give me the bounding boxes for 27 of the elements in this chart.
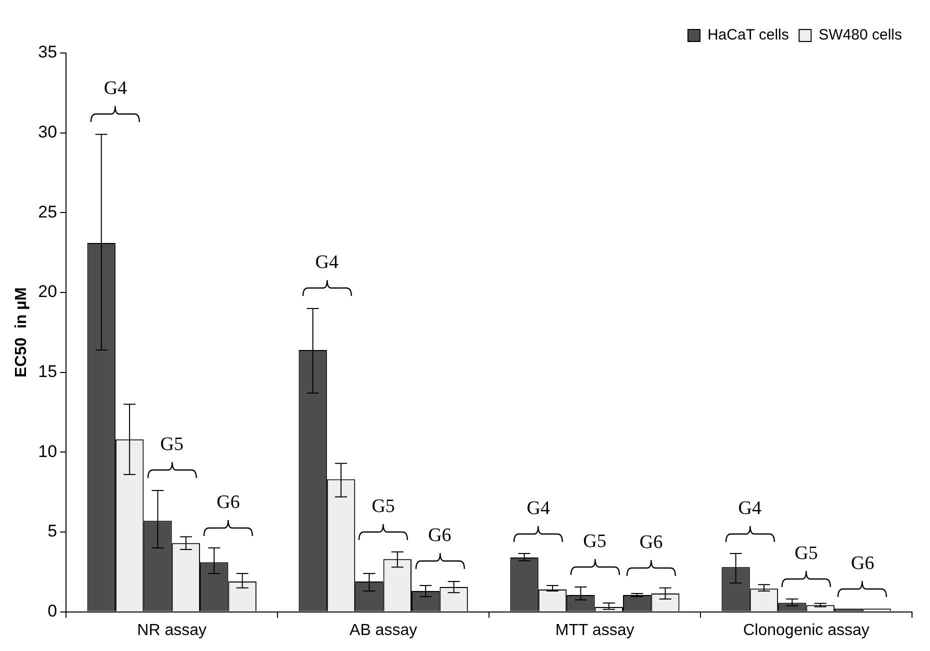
- x-tick-label: MTT assay: [555, 622, 634, 639]
- y-tick-label: 0: [48, 601, 58, 620]
- annotation: G6: [850, 552, 876, 575]
- y-tick-label: 5: [48, 522, 58, 541]
- annotation: G5: [794, 543, 819, 566]
- y-tick-label: 25: [38, 202, 58, 222]
- annotation: G4: [314, 252, 340, 274]
- annotation: G4: [737, 498, 762, 520]
- annotation: G5: [159, 434, 184, 456]
- y-tick-label: 10: [38, 442, 58, 461]
- x-tick-label: Clonogenic assay: [743, 622, 870, 639]
- legend-label: HaCaT cells: [707, 26, 789, 44]
- annotation: G6: [427, 525, 452, 548]
- y-tick-label: 30: [38, 122, 58, 142]
- x-tick-label: NR assay: [137, 622, 207, 639]
- y-tick-label: 20: [38, 282, 58, 302]
- annotation: G5: [370, 496, 396, 518]
- y-tick-label: 35: [38, 42, 58, 62]
- y-tick-label: 15: [38, 362, 58, 381]
- annotation: G6: [638, 532, 664, 554]
- annotation: G6: [216, 492, 241, 514]
- legend-label: SW480 cells: [818, 26, 902, 44]
- annotation: G5: [582, 531, 608, 554]
- annotation: G4: [526, 498, 551, 520]
- y-axis-title: EC50 in µM: [13, 287, 30, 378]
- annotation: G4: [102, 78, 128, 100]
- x-tick-label: AB assay: [350, 622, 418, 639]
